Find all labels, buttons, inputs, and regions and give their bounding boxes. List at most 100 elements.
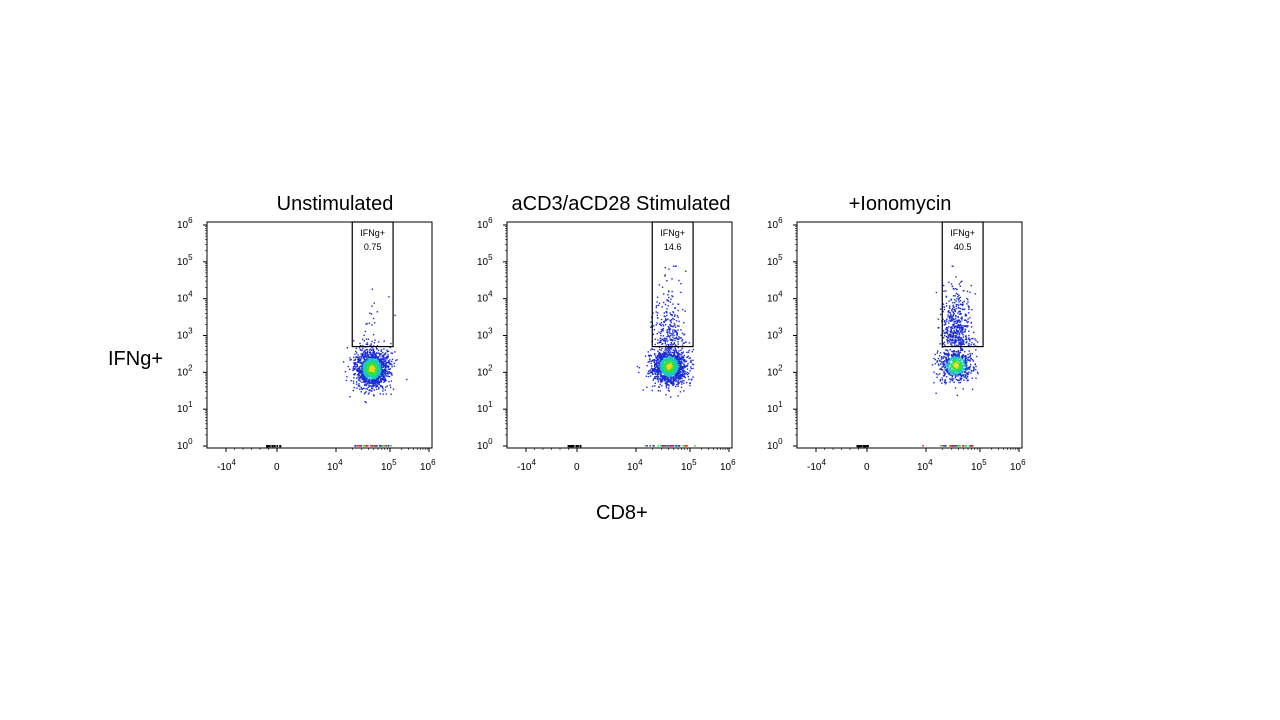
scatter-point — [947, 342, 949, 344]
y-tick-label: 101 — [177, 400, 193, 415]
scatter-point — [655, 311, 657, 313]
scatter-point — [369, 359, 372, 362]
scatter-point — [370, 359, 372, 361]
scatter-point — [673, 353, 675, 355]
scatter-point — [654, 355, 657, 357]
scatter-point — [949, 370, 952, 373]
scatter-point — [964, 351, 966, 353]
scatter-point — [658, 348, 661, 351]
scatter-point — [678, 353, 680, 355]
scatter-point — [960, 346, 962, 349]
scatter-point — [380, 380, 382, 382]
scatter-point — [673, 379, 675, 381]
scatter-point — [974, 363, 976, 365]
scatter-point — [657, 361, 659, 363]
scatter-point — [367, 386, 369, 389]
scatter-point — [951, 285, 953, 288]
scatter-point — [372, 355, 374, 358]
scatter-point — [663, 369, 666, 372]
scatter-point — [387, 373, 389, 375]
scatter-point — [957, 316, 959, 318]
scatter-point — [960, 365, 963, 368]
scatter-point — [656, 364, 658, 366]
scatter-point — [677, 355, 679, 357]
scatter-point — [942, 318, 944, 321]
scatter-point — [349, 359, 351, 361]
scatter-point — [376, 362, 378, 365]
scatter-point — [970, 322, 972, 324]
scatter-point — [943, 365, 945, 367]
scatter-point — [371, 375, 374, 377]
scatter-point — [949, 374, 952, 376]
scatter-point — [960, 369, 963, 371]
scatter-point — [671, 383, 673, 385]
scatter-point — [656, 369, 658, 371]
scatter-point — [677, 362, 679, 364]
scatter-point — [858, 445, 861, 448]
scatter-point — [655, 324, 657, 326]
scatter-point — [949, 341, 951, 343]
scatter-point — [944, 383, 947, 385]
scatter-point — [669, 382, 672, 384]
scatter-point — [388, 368, 390, 371]
scatter-point — [663, 340, 666, 342]
scatter-point — [944, 331, 947, 334]
scatter-point — [955, 328, 958, 330]
scatter-point — [362, 387, 364, 390]
scatter-point — [669, 374, 671, 377]
scatter-point — [377, 373, 379, 376]
scatter-point — [386, 349, 388, 351]
scatter-point — [951, 362, 953, 364]
scatter-point — [951, 315, 953, 318]
scatter-point — [943, 371, 945, 373]
scatter-point — [963, 289, 965, 292]
scatter-point — [657, 445, 659, 447]
scatter-point — [360, 358, 362, 360]
scatter-point — [950, 298, 953, 300]
scatter-point — [374, 445, 376, 447]
scatter-point — [957, 326, 960, 328]
scatter-point — [663, 352, 665, 354]
scatter-point — [368, 373, 371, 375]
scatter-point — [375, 369, 377, 372]
scatter-point — [957, 369, 959, 371]
scatter-point — [675, 336, 678, 338]
scatter-point — [368, 362, 371, 365]
scatter-point — [377, 365, 379, 367]
scatter-point — [955, 378, 958, 381]
scatter-point — [679, 377, 681, 380]
scatter-point — [664, 342, 667, 344]
scatter-point — [381, 361, 384, 363]
scatter-point — [364, 369, 366, 371]
scatter-point — [677, 385, 679, 387]
x-tick-label: 105 — [971, 458, 987, 473]
scatter-point — [388, 380, 390, 383]
scatter-point — [683, 390, 685, 392]
scatter-point — [379, 359, 382, 361]
scatter-point — [671, 355, 673, 357]
scatter-point — [661, 330, 664, 332]
scatter-point — [960, 356, 963, 358]
scatter-point — [962, 354, 965, 356]
scatter-point — [674, 363, 676, 365]
scatter-point — [371, 384, 373, 387]
scatter-point — [661, 338, 664, 340]
scatter-point — [374, 382, 376, 384]
scatter-point — [368, 380, 370, 382]
scatter-point — [363, 375, 365, 377]
scatter-point — [657, 350, 659, 352]
scatter-point — [660, 363, 662, 365]
scatter-point — [657, 369, 659, 371]
scatter-point — [935, 373, 938, 375]
scatter-point — [666, 329, 668, 331]
scatter-point — [364, 330, 367, 333]
scatter-point — [366, 365, 368, 368]
scatter-point — [375, 374, 378, 377]
scatter-point — [359, 380, 361, 382]
scatter-point — [692, 376, 694, 378]
scatter-point — [674, 375, 676, 377]
scatter-point — [349, 396, 351, 398]
scatter-point — [273, 445, 276, 448]
scatter-point — [353, 363, 356, 366]
